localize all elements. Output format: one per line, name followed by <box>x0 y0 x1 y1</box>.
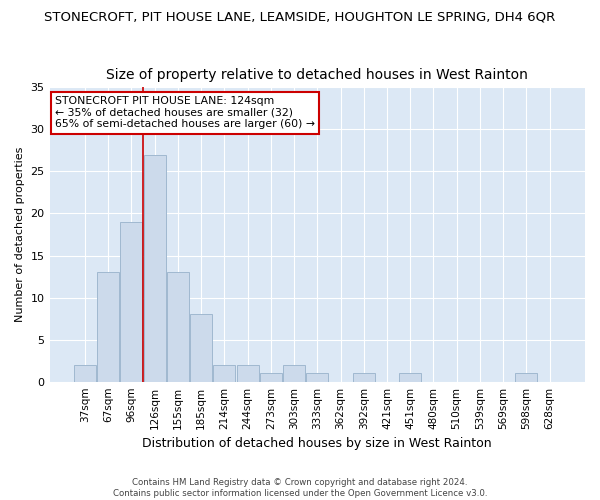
Text: STONECROFT, PIT HOUSE LANE, LEAMSIDE, HOUGHTON LE SPRING, DH4 6QR: STONECROFT, PIT HOUSE LANE, LEAMSIDE, HO… <box>44 10 556 23</box>
Bar <box>260 374 282 382</box>
Text: Contains HM Land Registry data © Crown copyright and database right 2024.
Contai: Contains HM Land Registry data © Crown c… <box>113 478 487 498</box>
Bar <box>306 374 328 382</box>
Title: Size of property relative to detached houses in West Rainton: Size of property relative to detached ho… <box>106 68 528 82</box>
Bar <box>283 365 305 382</box>
Bar <box>121 222 142 382</box>
Bar <box>190 314 212 382</box>
Bar <box>143 154 166 382</box>
Bar <box>399 374 421 382</box>
Bar <box>167 272 189 382</box>
Bar <box>97 272 119 382</box>
Bar <box>515 374 538 382</box>
Bar <box>74 365 96 382</box>
Text: STONECROFT PIT HOUSE LANE: 124sqm
← 35% of detached houses are smaller (32)
65% : STONECROFT PIT HOUSE LANE: 124sqm ← 35% … <box>55 96 315 130</box>
X-axis label: Distribution of detached houses by size in West Rainton: Distribution of detached houses by size … <box>142 437 492 450</box>
Bar <box>353 374 375 382</box>
Bar <box>213 365 235 382</box>
Bar <box>236 365 259 382</box>
Y-axis label: Number of detached properties: Number of detached properties <box>15 147 25 322</box>
